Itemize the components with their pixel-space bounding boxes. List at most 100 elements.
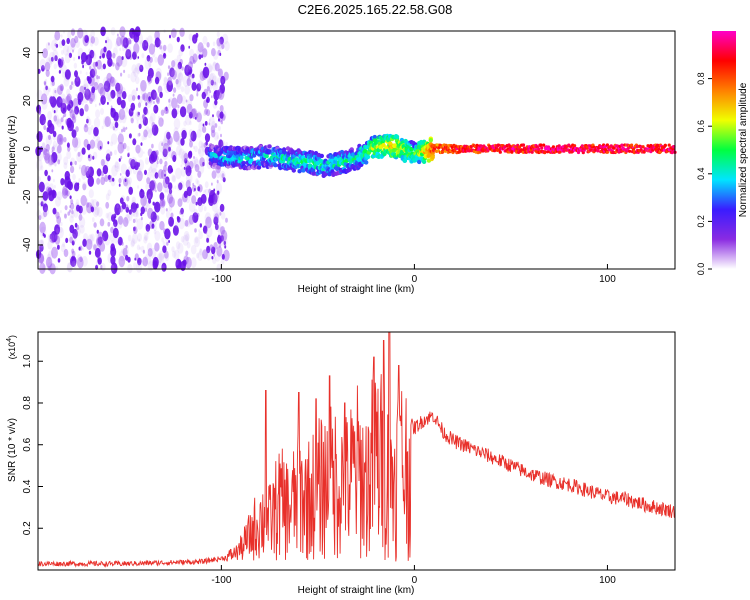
noise-blob xyxy=(81,84,87,94)
noise-blob xyxy=(216,37,222,47)
noise-blob xyxy=(66,88,71,97)
noise-blob xyxy=(220,211,226,220)
noise-blob xyxy=(173,130,180,142)
noise-blob xyxy=(98,76,100,79)
noise-blob xyxy=(211,182,213,186)
noise-blob xyxy=(149,56,153,63)
noise-blob xyxy=(157,30,161,36)
noise-blob xyxy=(45,144,50,152)
noise-blob xyxy=(136,218,144,230)
noise-blob xyxy=(133,67,139,78)
noise-blob xyxy=(47,156,54,167)
noise-blob xyxy=(106,50,112,61)
noise-blob xyxy=(144,169,147,176)
noise-blob xyxy=(211,170,217,179)
noise-blob xyxy=(119,173,122,176)
noise-blob xyxy=(148,168,150,172)
noise-blob xyxy=(72,49,74,53)
noise-blob xyxy=(79,70,82,74)
noise-blob xyxy=(71,129,77,139)
noise-blob xyxy=(61,107,63,111)
noise-blob xyxy=(86,143,91,151)
noise-blob xyxy=(116,36,122,47)
noise-blob xyxy=(157,54,165,66)
noise-blob xyxy=(186,77,192,87)
noise-blob xyxy=(209,72,216,85)
noise-blob xyxy=(38,215,42,221)
noise-blob xyxy=(70,161,73,166)
noise-blob xyxy=(155,96,160,103)
noise-blob xyxy=(168,188,173,195)
noise-blob xyxy=(191,159,196,167)
noise-blob xyxy=(111,80,114,85)
noise-blob xyxy=(120,163,127,175)
noise-blob xyxy=(58,70,62,74)
noise-blob xyxy=(143,198,147,204)
noise-blob xyxy=(107,141,110,145)
noise-blob xyxy=(75,199,80,206)
noise-blob xyxy=(146,177,151,185)
noise-blob xyxy=(105,201,110,209)
noise-blob xyxy=(69,84,73,90)
signal-point xyxy=(417,159,422,165)
noise-blob xyxy=(92,67,97,77)
noise-blob xyxy=(58,139,62,146)
noise-blob xyxy=(133,262,137,269)
noise-blob xyxy=(181,150,188,163)
noise-blob xyxy=(83,94,89,104)
noise-blob xyxy=(171,246,175,253)
noise-blob xyxy=(198,140,203,149)
noise-blob xyxy=(110,105,113,109)
noise-blob xyxy=(211,48,216,57)
noise-blob xyxy=(61,39,66,46)
noise-blob xyxy=(168,216,175,227)
noise-blob xyxy=(95,109,101,119)
noise-blob xyxy=(75,126,79,133)
noise-blob xyxy=(99,146,102,150)
noise-blob xyxy=(219,105,224,112)
noise-blob xyxy=(114,121,119,128)
noise-blob xyxy=(209,73,214,82)
signal-point xyxy=(308,163,313,168)
noise-blob xyxy=(186,103,193,115)
noise-blob xyxy=(39,244,44,252)
noise-blob xyxy=(87,126,92,135)
noise-blob xyxy=(72,260,76,267)
noise-blob xyxy=(167,65,171,69)
noise-blob xyxy=(110,264,115,272)
noise-blob xyxy=(145,43,148,47)
noise-blob xyxy=(179,27,185,37)
noise-blob xyxy=(187,179,191,185)
noise-blob xyxy=(87,175,95,187)
noise-blob xyxy=(97,257,102,265)
noise-blob xyxy=(173,249,180,260)
noise-blob xyxy=(90,198,95,206)
noise-blob xyxy=(221,253,225,260)
snr-y-multiplier: (x104) xyxy=(6,335,17,359)
noise-blob xyxy=(128,133,132,139)
noise-blob xyxy=(134,257,137,261)
noise-blob xyxy=(69,205,71,209)
noise-blob xyxy=(44,169,48,177)
signal-point xyxy=(510,150,514,154)
noise-blob xyxy=(213,193,220,205)
noise-blob xyxy=(175,77,182,88)
noise-blob xyxy=(116,96,122,106)
noise-blob xyxy=(49,183,54,192)
noise-blob xyxy=(61,125,64,130)
noise-blob xyxy=(192,145,196,150)
signal-point xyxy=(239,155,244,160)
noise-blob xyxy=(88,189,94,199)
noise-blob xyxy=(206,96,210,103)
noise-blob xyxy=(67,45,72,54)
noise-blob xyxy=(36,209,42,218)
noise-blob xyxy=(93,134,96,140)
noise-blob xyxy=(124,214,131,224)
noise-blob xyxy=(131,97,134,101)
noise-blob xyxy=(216,31,220,38)
noise-blob xyxy=(41,142,46,149)
noise-blob xyxy=(59,137,62,142)
noise-blob xyxy=(66,190,70,197)
noise-blob xyxy=(55,266,59,271)
signal-point xyxy=(498,150,502,154)
